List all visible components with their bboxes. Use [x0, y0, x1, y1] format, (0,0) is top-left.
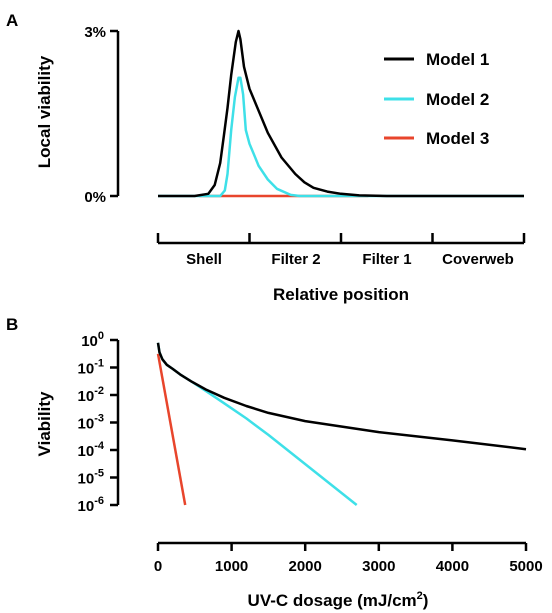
panel-b-x-tick-label: 3000	[362, 558, 395, 575]
panel-b-y-tick-label: 10-1	[78, 358, 104, 378]
panel-a-y-tick-label-max: 3%	[84, 24, 106, 41]
panel-b-x-tick-label: 5000	[509, 558, 542, 575]
region-label-shell: Shell	[186, 251, 222, 268]
panel-b-series	[156, 342, 527, 506]
panel-a-series	[158, 29, 524, 198]
legend-label-model-1: Model 1	[426, 50, 489, 69]
panel-b: B Viability 10010-110-210-310-410-510-6 …	[6, 315, 543, 610]
panel-b-x-ticks: 0 1000 2000 3000 4000 5000	[154, 543, 543, 575]
panel-b-y-axis-label: Viability	[35, 391, 54, 456]
panel-a-letter: A	[6, 11, 18, 30]
panel-b-x-tick-label: 0	[154, 558, 162, 575]
panel-b-y-tick-label: 10-5	[78, 468, 104, 488]
panel-a-y-tick-label-min: 0%	[84, 189, 106, 206]
panel-b-x-axis-label: UV-C dosage (mJ/cm2)	[248, 590, 429, 610]
panel-b-y-tick-label: 100	[81, 330, 104, 350]
panel-a-x-axis-label: Relative position	[273, 285, 409, 304]
panel-b-x-tick-label: 1000	[215, 558, 248, 575]
panel-b-line-model-3	[156, 353, 187, 506]
panel-a-line-model-2	[158, 76, 524, 198]
region-label-filter-2: Filter 2	[271, 251, 320, 268]
panel-b-letter: B	[6, 315, 18, 334]
legend-label-model-3: Model 3	[426, 129, 489, 148]
legend-label-model-2: Model 2	[426, 90, 489, 109]
panel-a-y-axis-label: Local viability	[35, 55, 54, 168]
panel-a: A Local viability 3% 0% Shell Filter 2 F…	[6, 11, 526, 304]
region-label-coverweb: Coverweb	[442, 251, 514, 268]
panel-b-y-tick-label: 10-2	[78, 385, 104, 405]
panel-a-region-ticks	[156, 233, 526, 243]
panel-a-line-model-1	[158, 29, 524, 198]
panel-b-y-tick-label: 10-6	[78, 495, 104, 515]
region-label-filter-1: Filter 1	[362, 251, 411, 268]
panel-b-y-tick-label: 10-4	[78, 440, 105, 460]
panel-b-y-ticks: 100 10-1 10-2 10-3 10-4 10-5 10-6	[78, 330, 118, 515]
panel-b-y-tick-label: 10-3	[78, 413, 104, 433]
panel-b-x-tick-label: 4000	[436, 558, 469, 575]
panel-b-x-tick-label: 2000	[289, 558, 322, 575]
legend: Model 1 Model 2 Model 3	[384, 50, 489, 148]
panel-b-line-model-1	[156, 342, 527, 451]
